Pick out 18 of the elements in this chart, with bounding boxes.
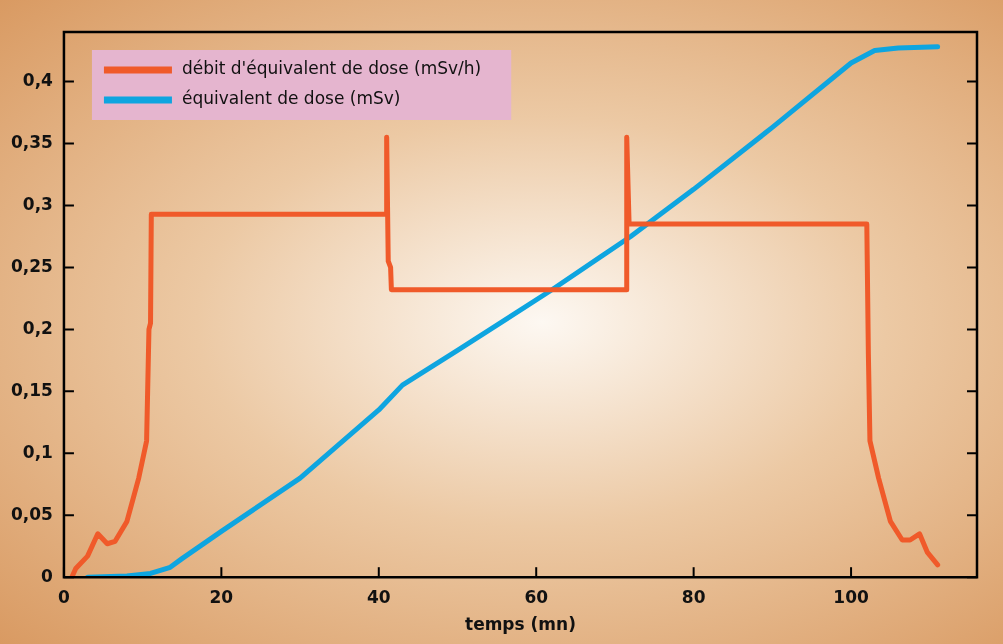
legend-label: débit d'équivalent de dose (mSv/h) xyxy=(181,58,482,79)
y-tick-label: 0 xyxy=(41,565,54,586)
y-tick-label: 0,1 xyxy=(22,441,53,462)
y-tick-label: 0,2 xyxy=(22,317,53,338)
x-tick-label: 100 xyxy=(833,586,869,607)
y-tick-label: 0,35 xyxy=(10,131,53,152)
legend-label: équivalent de dose (mSv) xyxy=(181,88,401,109)
y-tick-label: 0,3 xyxy=(22,193,53,214)
y-tick-label: 0,05 xyxy=(10,503,53,524)
x-tick-label: 80 xyxy=(681,586,706,607)
y-tick-label: 0,4 xyxy=(22,69,54,90)
x-axis-title: temps (mn) xyxy=(465,614,576,635)
y-tick-label: 0,25 xyxy=(10,255,53,276)
x-tick-label: 20 xyxy=(209,586,234,607)
x-tick-label: 0 xyxy=(58,586,71,607)
x-tick-label: 40 xyxy=(366,586,391,607)
y-tick-label: 0,15 xyxy=(10,379,53,400)
x-tick-label: 60 xyxy=(524,586,549,607)
